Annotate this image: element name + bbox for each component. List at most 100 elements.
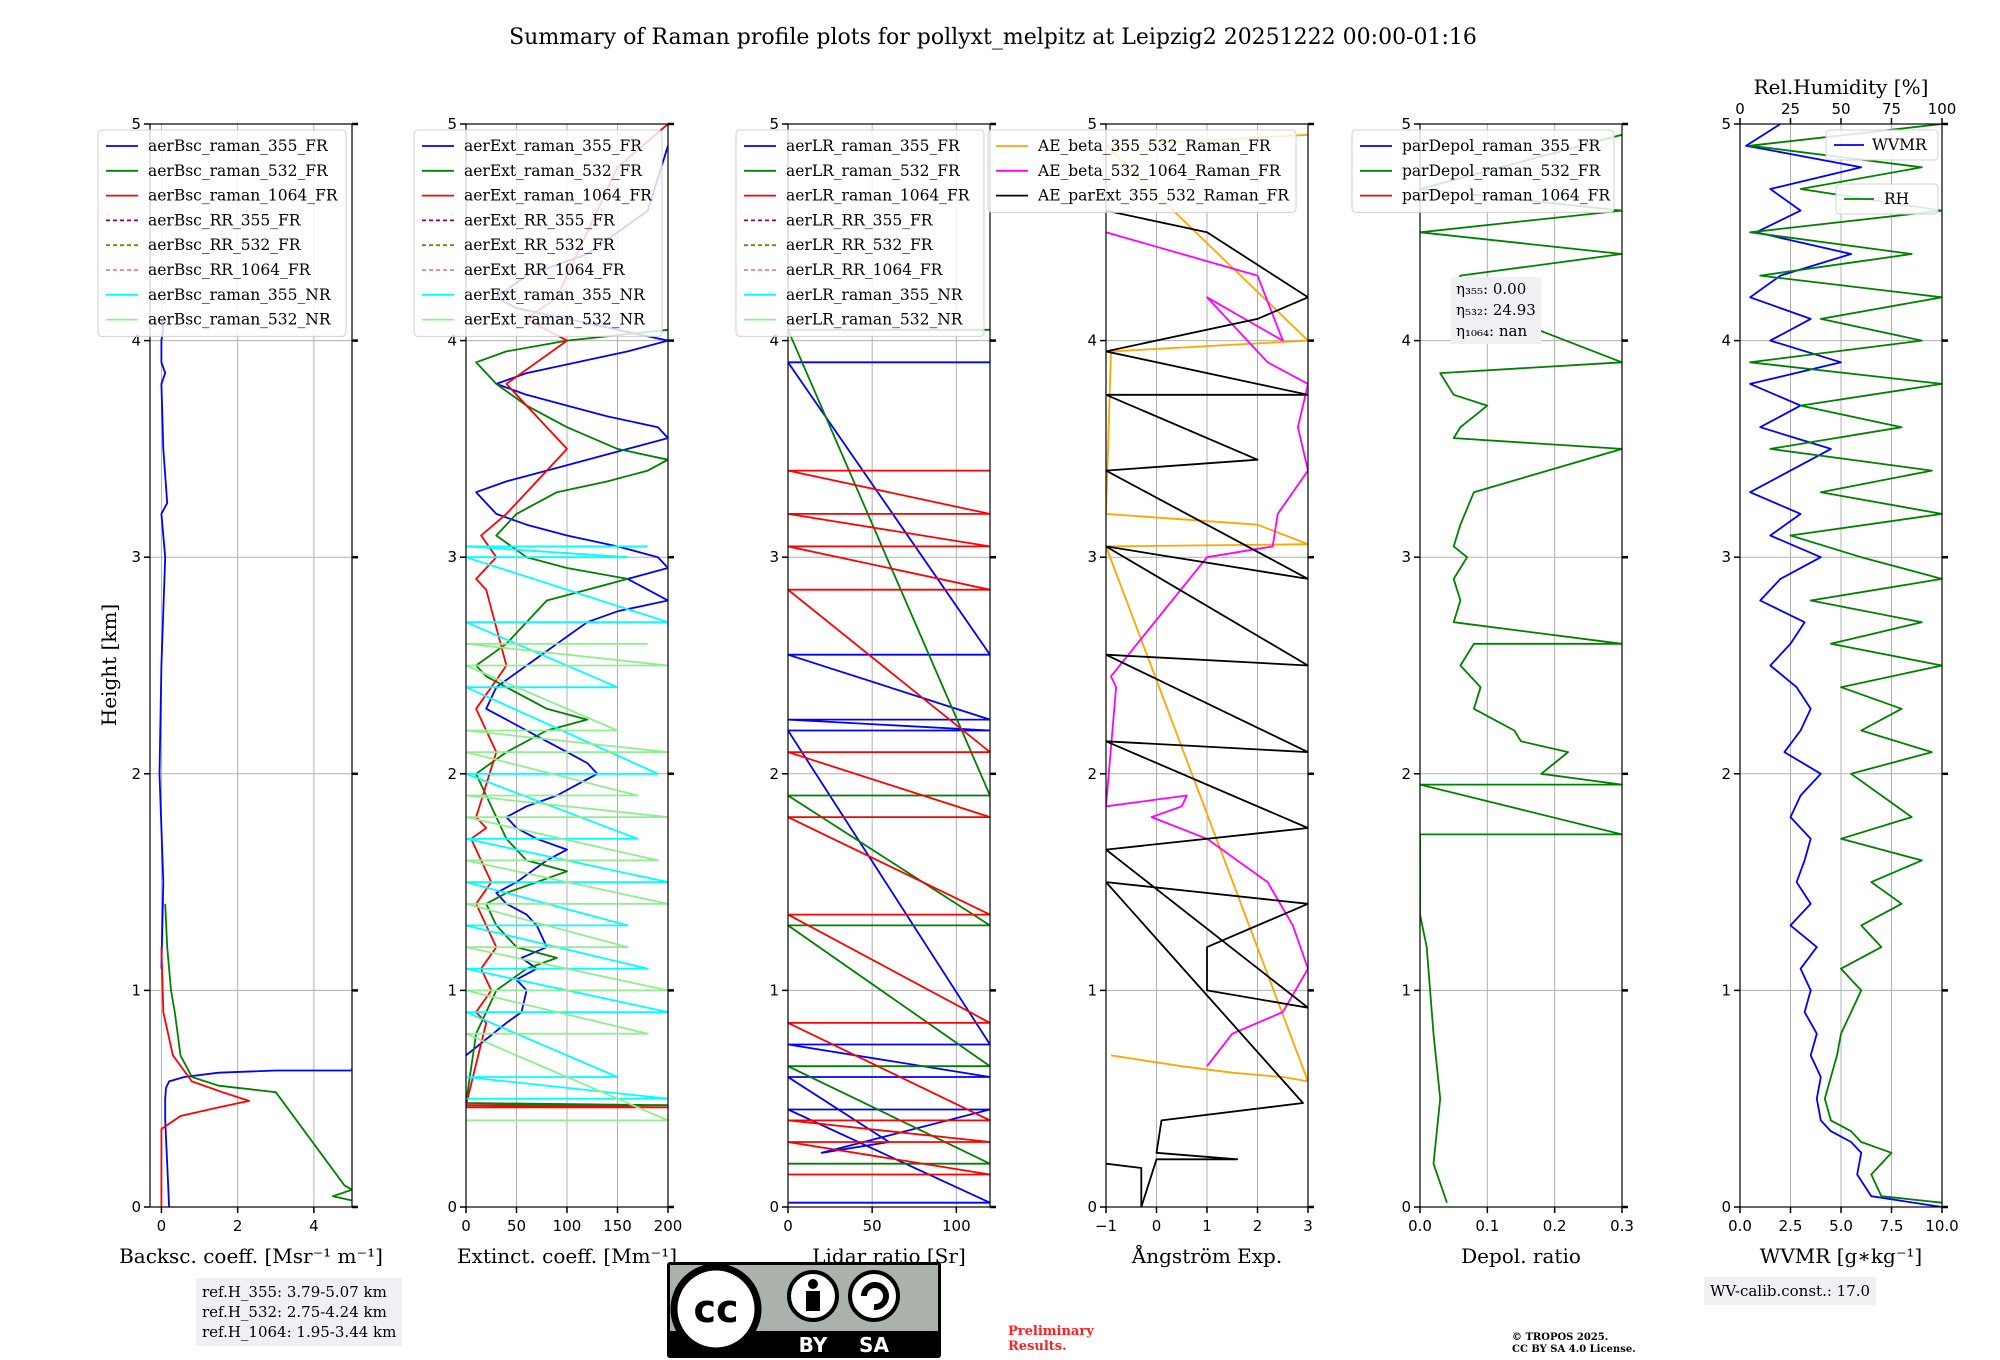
xtick-label-depol-0: 0.0: [1408, 1217, 1432, 1235]
series-line-aerBsc_raman_1064_FR: [160, 947, 251, 1207]
eta-1064: η₁₀₆₄: nan: [1456, 322, 1528, 340]
badge-sa-label: SA: [859, 1333, 889, 1357]
ytick-label-ext-4: 4: [447, 332, 457, 350]
legend-entry-aerExt_RR_355_FR: aerExt_RR_355_FR: [464, 211, 616, 229]
xtick-label-ext-3: 150: [603, 1217, 632, 1235]
series-line-aerLR_raman_1064_FR: [788, 469, 990, 1176]
series-line-AE_beta_532_1064_Raman_FR: [1106, 231, 1308, 1067]
preliminary-line-1: Preliminary: [1008, 1324, 1094, 1339]
series-line-WVMR: [1745, 124, 1942, 1207]
wv-calib-text: WV-calib.const.: 17.0: [1710, 1282, 1871, 1300]
legend-entry-aerBsc_RR_532_FR: aerBsc_RR_532_FR: [148, 236, 302, 254]
legend-box-depol: [1351, 129, 1615, 213]
legend-entry-aerBsc_RR_355_FR: aerBsc_RR_355_FR: [148, 211, 302, 229]
legend-box-rh: [1835, 183, 1939, 215]
share-alike-icon: [848, 1270, 900, 1322]
legend-lr: aerLR_raman_355_FR aerLR_raman_532_FR aerL…: [735, 129, 985, 337]
axis-frame-ae: [1105, 123, 1309, 1208]
xtick-label-lr-0: 0: [783, 1217, 793, 1235]
legend-entry-aerExt_RR_1064_FR: aerExt_RR_1064_FR: [464, 261, 626, 279]
legend-entry-aerExt_raman_355_NR: aerExt_raman_355_NR: [464, 286, 646, 304]
series-line-aerLR_raman_355_FR: [788, 361, 990, 1204]
legend-entry-aerLR_raman_1064_FR: aerLR_raman_1064_FR: [786, 187, 971, 205]
series-group-bsc: [158, 318, 352, 1207]
top-xtick-label-2: 50: [1831, 100, 1850, 118]
legend-box-bsc: [97, 129, 347, 337]
series-group-wv: [1745, 124, 1942, 1207]
eta-355: η₃₅₅: 0.00: [1456, 280, 1527, 298]
ytick-label-ext-1: 1: [447, 981, 457, 999]
series-group-depol: [1420, 133, 1622, 1203]
legend-entry-aerBsc_raman_532_FR: aerBsc_raman_532_FR: [148, 162, 329, 180]
legend-entry-aerExt_raman_532_NR: aerExt_raman_532_NR: [464, 311, 646, 329]
series-line-aerExt_raman_532_NR: [466, 642, 668, 1122]
ytick-label-ext-5: 5: [447, 115, 457, 133]
ytick-label-wv-4: 4: [1721, 332, 1731, 350]
xtick-label-ae-4: 3: [1303, 1217, 1313, 1235]
xtick-label-ae-2: 1: [1202, 1217, 1212, 1235]
top-xtick-label-0: 0: [1735, 100, 1745, 118]
top-xtick-label-1: 25: [1781, 100, 1800, 118]
legend-entry-aerBsc_raman_1064_FR: aerBsc_raman_1064_FR: [148, 187, 339, 205]
panel-depol: 0 1 2 3 4 5 0.0 0.1 0.2 0.3 Depol. ratio parDepol_r…: [1351, 115, 1634, 1268]
series-line-aerBsc_raman_532_FR: [164, 903, 352, 1202]
x-axis-label-ext: Extinct. coeff. [Mm⁻¹]: [457, 1244, 677, 1268]
eta-box: η₃₅₅: 0.00 η₅₃₂: 24.93 η₁₀₆₄: nan: [1451, 277, 1541, 344]
legend-box-ae: [987, 129, 1297, 213]
ytick-label-bsc-2: 2: [131, 765, 141, 783]
ytick-label-bsc-0: 0: [131, 1198, 141, 1216]
attribution-head-icon: [808, 1279, 818, 1289]
legend-entry-aerLR_RR_1064_FR: aerLR_RR_1064_FR: [786, 261, 944, 279]
cc-circle-icon: [670, 1263, 762, 1355]
legend-ext: aerExt_raman_355_FR aerExt_raman_532_FRae…: [413, 129, 663, 337]
legend-entry-aerBsc_raman_355_FR: aerBsc_raman_355_FR: [148, 137, 329, 155]
ytick-label-bsc-4: 4: [131, 332, 141, 350]
legend-entry-aerBsc_raman_355_NR: aerBsc_raman_355_NR: [148, 286, 332, 304]
legend-entry-RH: RH: [1884, 190, 1909, 208]
legend-entry-aerLR_raman_355_FR: aerLR_raman_355_FR: [786, 137, 961, 155]
ytick-label-lr-1: 1: [769, 981, 779, 999]
series-line-aerExt_raman_1064_FR: [466, 124, 668, 1109]
ytick-label-ae-5: 5: [1087, 115, 1097, 133]
xtick-label-depol-3: 0.3: [1610, 1217, 1634, 1235]
series-group-ae: [1106, 133, 1308, 1207]
badge-by-label: BY: [799, 1333, 828, 1357]
axis-frame-ext: [465, 123, 669, 1208]
attribution-body-icon: [806, 1291, 820, 1311]
xtick-label-ae-1: 0: [1152, 1217, 1162, 1235]
xtick-label-wv-0: 0.0: [1728, 1217, 1752, 1235]
ytick-label-ext-3: 3: [447, 548, 457, 566]
legend-entry-AE_beta_355_532_Raman_FR: AE_beta_355_532_Raman_FR: [1037, 137, 1272, 155]
ytick-label-lr-5: 5: [769, 115, 779, 133]
legend-depol: parDepol_raman_355_FR parDepol_raman_532_…: [1351, 129, 1615, 213]
xtick-label-ext-1: 50: [507, 1217, 526, 1235]
legend-wv: WVMR RH: [1825, 129, 1939, 215]
ytick-label-lr-3: 3: [769, 548, 779, 566]
ytick-label-ae-4: 4: [1087, 332, 1097, 350]
copyright-line-1: © TROPOS 2025.: [1512, 1332, 1609, 1343]
xtick-label-wv-2: 5.0: [1829, 1217, 1853, 1235]
xtick-label-bsc-2: 4: [309, 1217, 319, 1235]
series-line-aerLR_raman_532_FR: [788, 328, 990, 1165]
figure-title: Summary of Raman profile plots for polly…: [509, 25, 1477, 50]
xtick-label-lr-2: 100: [942, 1217, 971, 1235]
legend-entry-aerExt_raman_1064_FR: aerExt_raman_1064_FR: [464, 187, 653, 205]
ref-h-355: ref.H_355: 3.79-5.07 km: [202, 1283, 387, 1301]
ytick-label-wv-0: 0: [1721, 1198, 1731, 1216]
xtick-label-ae-0: −1: [1095, 1217, 1117, 1235]
ytick-label-wv-1: 1: [1721, 981, 1731, 999]
legend-box-wvmr: [1825, 129, 1939, 161]
legend-entry-aerExt_raman_355_FR: aerExt_raman_355_FR: [464, 137, 643, 155]
legend-entry-parDepol_raman_1064_FR: parDepol_raman_1064_FR: [1402, 187, 1611, 205]
legend-box-ext: [413, 129, 663, 337]
legend-entry-parDepol_raman_532_FR: parDepol_raman_532_FR: [1402, 162, 1602, 180]
legend-entry-aerBsc_RR_1064_FR: aerBsc_RR_1064_FR: [148, 261, 312, 279]
legend-entry-aerLR_raman_532_FR: aerLR_raman_532_FR: [786, 162, 961, 180]
x-axis-label-ae: Ångström Exp.: [1131, 1243, 1282, 1268]
ytick-label-bsc-3: 3: [131, 548, 141, 566]
ref-h-532: ref.H_532: 2.75-4.24 km: [202, 1303, 387, 1321]
ytick-label-ext-0: 0: [447, 1198, 457, 1216]
ytick-label-wv-3: 3: [1721, 548, 1731, 566]
